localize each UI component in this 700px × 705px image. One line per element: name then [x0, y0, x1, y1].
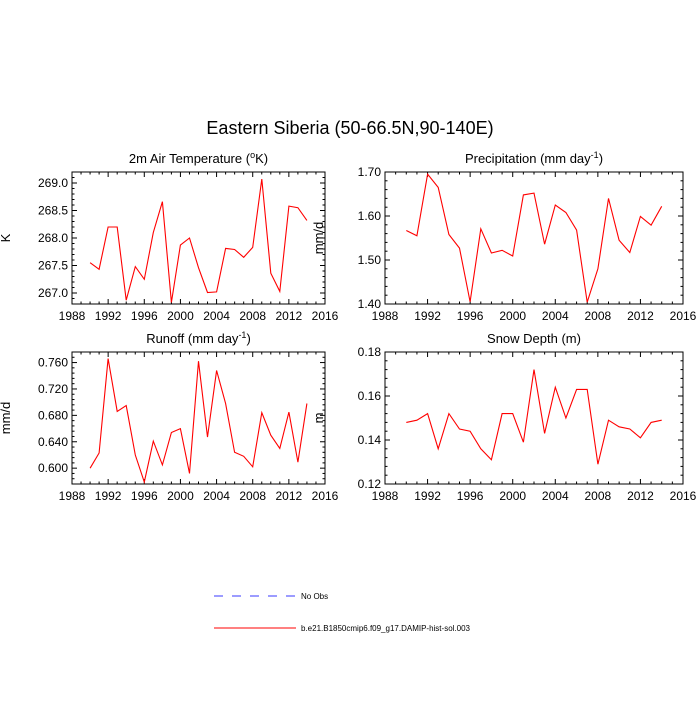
x-tick-label: 2012 [627, 309, 654, 323]
x-tick-label: 2012 [276, 489, 303, 503]
y-tick-label: 0.600 [38, 461, 68, 475]
legend-entry-2: b.e21.B1850cmip6.f09_g17.DAMIP-hist-sol.… [214, 624, 471, 633]
x-tick-label: 2008 [239, 489, 266, 503]
y-tick-label: 0.680 [38, 408, 68, 422]
y-tick-label: 269.0 [38, 176, 68, 190]
panel-title-end: K) [255, 151, 268, 166]
panel-title-superscript: o [250, 150, 255, 160]
panel-title-superscript: -1 [591, 150, 599, 160]
x-tick-label: 2016 [670, 489, 697, 503]
legend-label: No Obs [301, 592, 328, 601]
plot-frame [384, 171, 684, 305]
y-tick-label: 268.0 [38, 231, 68, 245]
x-tick-label: 2004 [542, 489, 569, 503]
panel-title-main: Precipitation (mm day [465, 151, 591, 166]
series-line [89, 179, 308, 303]
series-line [406, 172, 663, 303]
chart-panel-4: 1988 1992 1996 2000 2004 2008 2012 2016 0.12 0.14… [311, 331, 697, 503]
figure-title: Eastern Siberia (50-66.5N,90-140E) [206, 118, 493, 138]
legend-label: b.e21.B1850cmip6.f09_g17.DAMIP-hist-sol.… [301, 624, 471, 633]
x-tick-label: 1992 [414, 309, 441, 323]
panel-title-main: 2m Air Temperature ( [129, 151, 251, 166]
x-tick-label: 2016 [670, 309, 697, 323]
legend-entry-1: No Obs [214, 592, 328, 601]
series-line [89, 358, 308, 485]
x-tick-label: 2000 [167, 489, 194, 503]
y-axis-label: K [0, 233, 13, 242]
y-tick-label: 1.70 [358, 165, 382, 179]
x-tick-label: 1996 [131, 309, 158, 323]
panel-title: Runoff (mm day-1) [146, 330, 251, 346]
x-tick-label: 2000 [167, 309, 194, 323]
x-tick-label: 2004 [542, 309, 569, 323]
y-tick-label: 267.5 [38, 259, 68, 273]
x-tick-label: 2004 [203, 489, 230, 503]
y-tick-label: 1.60 [358, 209, 382, 223]
x-tick-label: 1988 [372, 309, 399, 323]
y-tick-label: 267.0 [38, 286, 68, 300]
y-axis-label: mm/d [311, 222, 326, 255]
x-tick-label: 2008 [585, 489, 612, 503]
chart-panel-2: 1988 1992 1996 2000 2004 2008 2012 2016 1.40 1.50… [311, 150, 697, 323]
y-axis-label: mm/d [0, 402, 13, 435]
panel-title: 2m Air Temperature (oK) [129, 150, 268, 166]
panel-title-main: Runoff (mm day [146, 331, 239, 346]
y-tick-label: 0.18 [358, 345, 382, 359]
x-tick-label: 2012 [276, 309, 303, 323]
x-tick-label: 2008 [239, 309, 266, 323]
y-tick-label: 0.640 [38, 435, 68, 449]
y-tick-label: 0.14 [358, 433, 382, 447]
x-tick-label: 1996 [457, 309, 484, 323]
y-axis-label: m [311, 413, 326, 424]
panel-title: Precipitation (mm day-1) [465, 150, 603, 166]
panel-title-end: ) [246, 331, 250, 346]
panel-title-main: Snow Depth (m) [487, 331, 581, 346]
x-tick-label: 2000 [499, 489, 526, 503]
panel-title: Snow Depth (m) [487, 331, 581, 346]
chart-panel-3: 1988 1992 1996 2000 2004 2008 2012 2016 0.600 0.6… [0, 330, 339, 503]
x-tick-label: 1996 [131, 489, 158, 503]
y-tick-label: 0.720 [38, 382, 68, 396]
x-tick-label: 1992 [414, 489, 441, 503]
panel-title-end: ) [599, 151, 603, 166]
x-tick-label: 2012 [627, 489, 654, 503]
x-tick-label: 1992 [95, 309, 122, 323]
chart-panel-1: 1988 1992 1996 2000 2004 2008 2012 2016 267.0 267… [0, 150, 339, 323]
legend: No Obs b.e21.B1850cmip6.f09_g17.DAMIP-his… [214, 592, 471, 633]
y-tick-label: 0.16 [358, 389, 382, 403]
x-tick-label: 2008 [585, 309, 612, 323]
chart-panels: 1988 1992 1996 2000 2004 2008 2012 2016 267.0 267… [0, 150, 697, 503]
panel-title-superscript: -1 [238, 330, 246, 340]
plot-frame [71, 171, 326, 305]
x-tick-label: 2004 [203, 309, 230, 323]
x-tick-label: 1988 [59, 309, 86, 323]
y-tick-label: 268.5 [38, 204, 68, 218]
x-tick-label: 1988 [372, 489, 399, 503]
x-tick-label: 2000 [499, 309, 526, 323]
y-tick-label: 0.12 [358, 477, 382, 491]
y-tick-label: 1.40 [358, 297, 382, 311]
x-tick-label: 1996 [457, 489, 484, 503]
x-tick-label: 2016 [312, 309, 339, 323]
series-line [406, 369, 662, 465]
y-tick-label: 1.50 [358, 253, 382, 267]
y-tick-label: 0.760 [38, 356, 68, 370]
x-tick-label: 1988 [59, 489, 86, 503]
x-tick-label: 2016 [312, 489, 339, 503]
x-tick-label: 1992 [95, 489, 122, 503]
